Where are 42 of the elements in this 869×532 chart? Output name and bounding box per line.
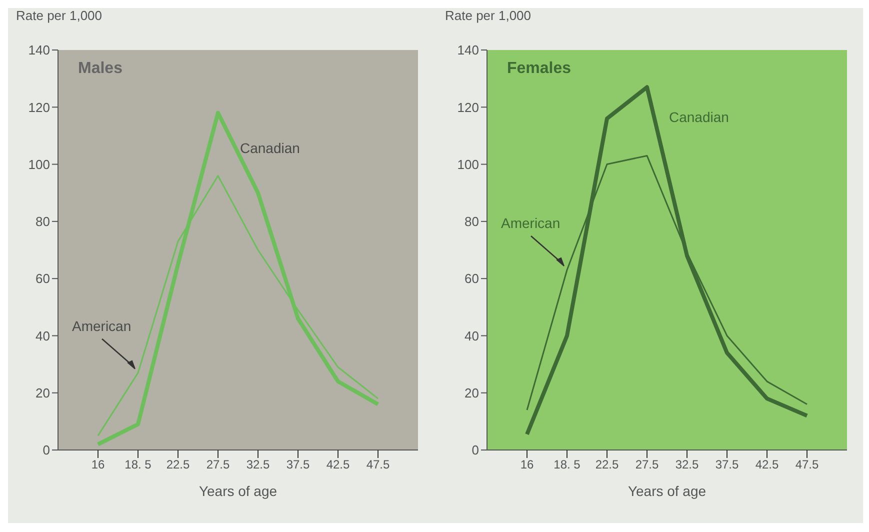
y-tick-label: 120: [457, 100, 479, 115]
y-tick-label: 80: [464, 214, 479, 230]
y-tick-label: 140: [28, 42, 50, 58]
y-tick-label: 100: [28, 156, 50, 172]
y-tick-label: 140: [457, 42, 479, 58]
x-tick-label: 32.5: [675, 458, 699, 472]
x-tick-label: 27.5: [635, 458, 659, 472]
x-tick-label: 27.5: [206, 458, 230, 472]
y-tick-label: 0: [42, 442, 50, 458]
y-tick-label: 0: [472, 442, 479, 458]
x-axis-title: Years of age: [198, 483, 278, 499]
x-axis-title: Years of age: [628, 483, 706, 499]
series-label: Canadian: [669, 109, 729, 126]
y-tick-label: 60: [36, 271, 50, 286]
y-tick-label: 60: [464, 271, 479, 286]
x-tick-label: 37.5: [286, 458, 310, 472]
text: Males: [78, 60, 122, 78]
x-tick-label: 47.5: [795, 458, 819, 472]
y-tick-label: 100: [457, 156, 479, 172]
x-tick-label: 32.5: [246, 458, 270, 472]
y-axis-title: Rate per 1,000: [444, 8, 532, 25]
y-axis-title: Rate per 1,000: [15, 8, 104, 25]
y-tick-label: 80: [36, 214, 50, 230]
text: Females: [507, 60, 572, 78]
x-tick-label: 16: [520, 458, 534, 472]
y-tick-label: 40: [36, 328, 50, 344]
y-tick-label: 40: [464, 328, 479, 344]
x-tick-label: 37.5: [715, 458, 739, 472]
y-tick-label: 120: [28, 100, 50, 115]
x-tick-label: 22.5: [595, 458, 619, 472]
x-tick-label: 42.5: [755, 458, 779, 472]
y-tick-label: 20: [36, 385, 50, 400]
x-tick-label: 42.5: [326, 458, 350, 472]
x-tick-label: 22.5: [166, 458, 190, 472]
x-tick-label: 47.5: [366, 458, 390, 472]
series-label: Canadian: [240, 140, 300, 156]
x-tick-label: 16: [91, 458, 105, 472]
series-label: American: [72, 318, 132, 334]
x-tick-label: 18. 5: [554, 458, 581, 472]
x-tick-label: 18. 5: [124, 458, 152, 472]
y-tick-label: 20: [464, 385, 479, 400]
series-label: American: [501, 215, 560, 231]
